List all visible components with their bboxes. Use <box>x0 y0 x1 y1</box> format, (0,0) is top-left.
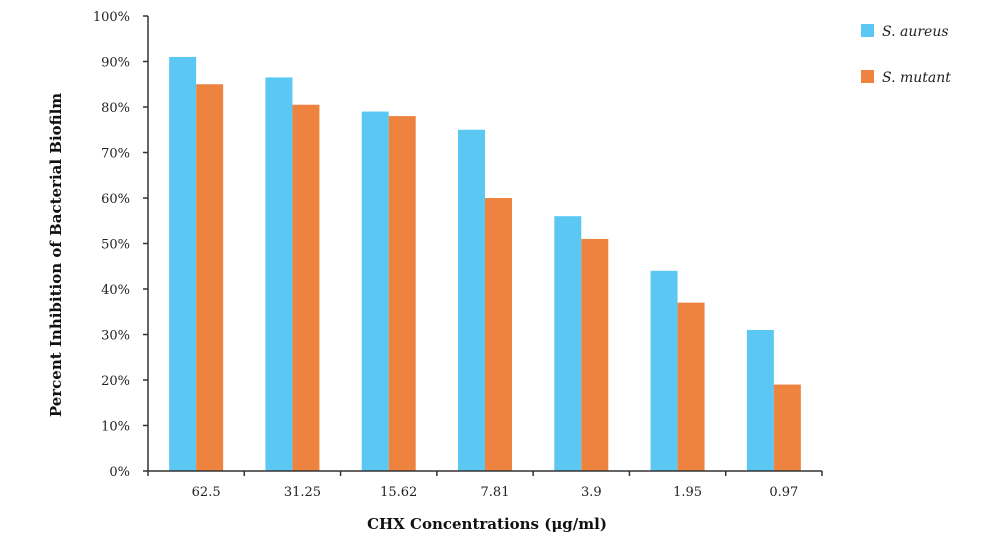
y-tick-label: 10% <box>101 420 130 435</box>
x-tick-label: 0.97 <box>769 485 798 500</box>
bars-group <box>169 56 801 472</box>
x-tick-label: 3.9 <box>581 485 602 500</box>
y-tick-label: 80% <box>101 101 130 116</box>
legend-label: S. aureus <box>882 24 949 40</box>
y-tick-label: 0% <box>109 465 130 480</box>
x-tick-label: 1.95 <box>673 485 702 500</box>
x-tick-label: 31.25 <box>284 485 321 500</box>
bar-s-aureus-15.62 <box>361 111 389 472</box>
y-tick-label: 90% <box>101 56 130 71</box>
bar-s-mutant-62.5 <box>196 84 224 471</box>
y-tick-label: 50% <box>101 238 130 253</box>
x-axis-title: CHX Concentrations (μg/ml) <box>367 515 607 533</box>
legend: S. aureus S. mutant <box>861 24 951 86</box>
x-ticks-group: 62.5 31.25 15.62 7.81 3.9 1.95 0.97 <box>147 471 823 500</box>
bar-s-aureus-31.25 <box>265 77 293 472</box>
legend-label: S. mutant <box>882 70 951 86</box>
bar-s-mutant-0.97 <box>773 384 801 471</box>
bar-s-aureus-7.81 <box>458 129 485 471</box>
x-tick-label: 15.62 <box>380 485 417 500</box>
x-tick-label: 7.81 <box>481 485 510 500</box>
y-tick-label: 30% <box>101 329 130 344</box>
y-ticks-group: 0% 10% 20% 30% 40% 50% 60% 70% 80% 90% 100% <box>93 10 148 480</box>
y-tick-label: 100% <box>93 10 130 25</box>
bar-s-aureus-62.5 <box>169 56 197 471</box>
bar-s-mutant-15.62 <box>388 116 416 471</box>
y-tick-label: 60% <box>101 192 130 207</box>
bar-s-mutant-7.81 <box>485 198 512 471</box>
bar-s-mutant-31.25 <box>292 104 320 471</box>
y-tick-label: 40% <box>101 283 130 298</box>
legend-swatch <box>861 24 874 37</box>
y-tick-label: 20% <box>101 374 130 389</box>
bar-s-aureus-3.9 <box>554 216 582 471</box>
y-tick-label: 70% <box>101 147 130 162</box>
bar-s-aureus-1.95 <box>650 270 678 471</box>
x-tick-label: 62.5 <box>192 485 221 500</box>
bar-s-mutant-3.9 <box>581 238 609 471</box>
bar-s-mutant-1.95 <box>677 302 705 471</box>
y-axis-title: Percent Inhibition of Bacterial Biofilm <box>47 93 65 417</box>
legend-swatch <box>861 70 874 83</box>
bar-s-aureus-0.97 <box>746 329 774 471</box>
